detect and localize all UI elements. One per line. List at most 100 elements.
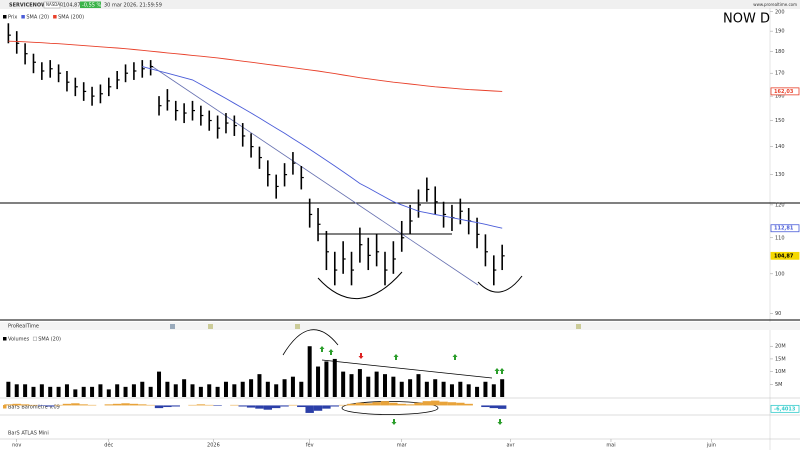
oscillator-bar — [87, 404, 97, 406]
price-marker-label: -6,4013 — [774, 406, 796, 412]
x-tick-label: mar — [397, 443, 408, 449]
oscillator-bar — [238, 405, 247, 407]
volume-bar — [341, 371, 346, 397]
legend-swatch — [32, 336, 37, 341]
volume-bar — [299, 381, 304, 397]
x-tick-label: fév — [306, 442, 314, 449]
volume-bar — [366, 376, 371, 397]
oscillator-bar — [20, 404, 30, 406]
volume-bar — [90, 386, 95, 397]
oscillator-bar — [297, 405, 306, 408]
oscillator-bar — [338, 404, 348, 406]
volume-bar — [274, 384, 279, 397]
price-marker — [770, 404, 800, 413]
oscillator-bar — [439, 401, 448, 406]
legend-swatch — [3, 337, 7, 341]
oscillator-bar — [330, 405, 339, 407]
oscillator-bar — [347, 403, 356, 406]
volume-bar — [198, 386, 203, 397]
volume-bar — [6, 381, 11, 397]
volume-bar — [466, 384, 471, 397]
oscillator-bar — [205, 404, 214, 406]
up-arrow — [319, 346, 325, 352]
toolbar-icon[interactable] — [208, 324, 213, 329]
trend-line — [149, 64, 479, 286]
toolbar-icon[interactable] — [576, 324, 581, 329]
oscillator-bar — [280, 405, 289, 407]
moving-average — [8, 40, 503, 92]
exchange-box — [43, 1, 61, 9]
legend-swatch — [21, 15, 25, 19]
oscillator-bar — [188, 404, 197, 406]
down-arrow — [358, 353, 364, 359]
volume-bar — [123, 386, 128, 397]
oscillator-bar — [389, 402, 398, 406]
oscillator-bar — [62, 403, 72, 406]
oscillator-bar — [230, 404, 239, 406]
volume-bar — [257, 374, 262, 397]
arc — [317, 271, 403, 300]
volume-bar — [98, 384, 103, 397]
volume-bar — [332, 358, 337, 397]
oscillator-bar — [163, 405, 172, 408]
volume-bar — [475, 386, 480, 397]
y-tick-label: 200 — [775, 9, 785, 15]
oscillator-bar — [271, 405, 281, 409]
volume-bar — [316, 366, 321, 397]
signal-arrow — [497, 419, 503, 425]
y-tick-label: 180 — [775, 49, 785, 55]
volume-bar — [357, 369, 362, 397]
legend-label: Prix — [8, 15, 17, 21]
volume-bar — [374, 371, 379, 397]
y-tick-label: 100 — [775, 271, 785, 277]
signal-arrow — [391, 419, 397, 425]
oscillator-bar — [397, 403, 406, 406]
oscillator-bar — [29, 404, 38, 406]
toolbar-label: ProRealTime — [8, 324, 39, 330]
oscillator-bar — [112, 403, 122, 406]
moving-average — [142, 66, 503, 229]
price-marker-label: 162,03 — [774, 89, 794, 95]
oscillator-bar — [372, 402, 381, 406]
volume-bar — [207, 384, 212, 397]
y-tick-label: 120 — [775, 202, 785, 208]
y-tick-label: 190 — [775, 29, 785, 35]
oscillator-bar — [171, 405, 180, 407]
x-tick-label: mai — [606, 443, 615, 449]
symbol: SERVICENOW — [9, 3, 47, 9]
toolbar-icon[interactable] — [170, 324, 175, 329]
volume-bar — [449, 384, 454, 397]
oscillator-bar — [456, 402, 465, 406]
change-box — [80, 1, 101, 8]
legend-swatch — [53, 15, 57, 19]
volume-bar — [14, 384, 19, 397]
oscillator-bar — [146, 404, 155, 406]
legend-label: SMA (200) — [58, 15, 84, 21]
y-tick-label: 90 — [775, 311, 781, 317]
oscillator-bar — [489, 405, 499, 409]
oscillator-bar — [364, 403, 373, 406]
x-tick-label: déc — [104, 442, 113, 449]
oscillator-bar — [464, 403, 473, 406]
datetime: 30 mar 2026, 21:59:59 — [104, 3, 162, 9]
oscillator-bar — [422, 401, 432, 406]
oscillator-bar — [37, 405, 47, 406]
up-arrow — [393, 354, 399, 360]
volume-bar — [324, 361, 329, 397]
volume-bar — [399, 381, 404, 397]
volume-bar — [115, 384, 120, 397]
volume-bar — [249, 379, 254, 397]
site: www.prorealtime.com — [753, 2, 797, 7]
arrows — [319, 346, 505, 425]
price-marker-label: 112,81 — [774, 226, 794, 232]
toolbar-icon[interactable] — [295, 324, 300, 329]
legend-label: SMA (20) — [26, 15, 49, 21]
oscillator-bar — [305, 405, 314, 413]
volume-bar — [500, 379, 505, 397]
y-tick-label: 130 — [775, 172, 785, 178]
price-marker — [770, 251, 800, 260]
top-bar — [0, 0, 800, 9]
volume-bar — [433, 379, 438, 397]
price-marker — [770, 87, 800, 96]
volume-bar — [416, 374, 421, 397]
